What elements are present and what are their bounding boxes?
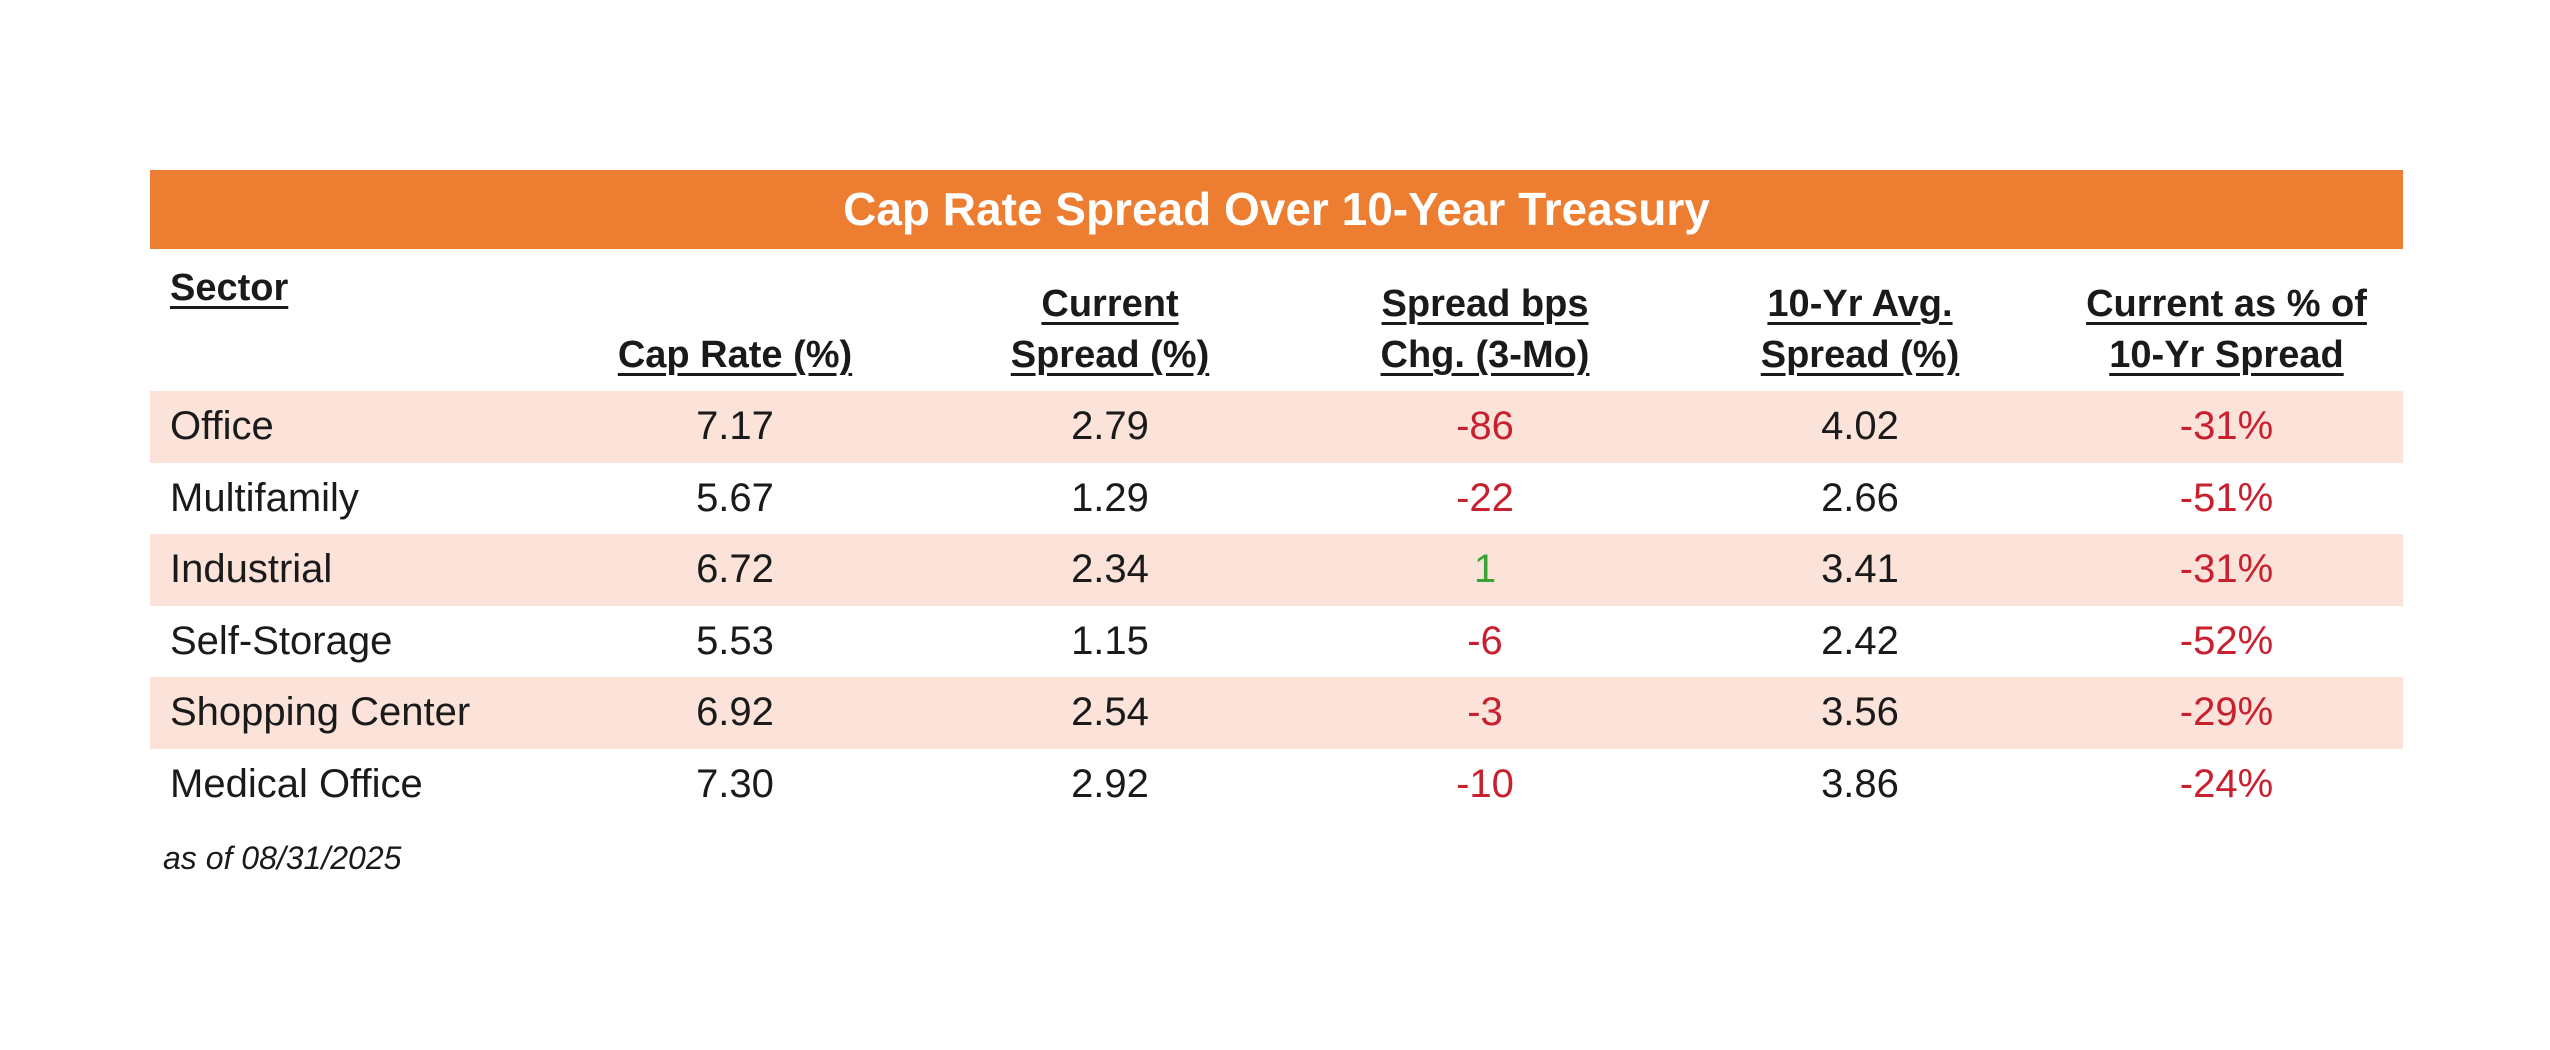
cell-pct-of-avg: -31% bbox=[2050, 534, 2403, 606]
cell-cap-rate: 5.53 bbox=[696, 618, 774, 663]
cell-avg-spread: 4.02 bbox=[1670, 391, 2050, 463]
cell-sector: Office bbox=[150, 391, 550, 463]
cell-pct-of-avg: -31% bbox=[2050, 391, 2403, 463]
cell-current-spread: 1.29 bbox=[1071, 475, 1149, 520]
cell-sector: Self-Storage bbox=[170, 618, 393, 663]
cell-spread-change: -22 bbox=[1456, 475, 1514, 520]
table-row: Multifamily 5.67 1.29 -22 2.66 -51% bbox=[150, 463, 2403, 535]
cell-avg-spread: 2.42 bbox=[1821, 618, 1899, 663]
cell-avg-spread: 2.66 bbox=[1821, 475, 1899, 520]
cell-cap-rate: 5.67 bbox=[696, 475, 774, 520]
cell-cap-rate: 7.17 bbox=[550, 391, 920, 463]
column-header-cap-rate: Cap Rate (%) bbox=[617, 334, 853, 376]
cell-pct-of-avg: -52% bbox=[2179, 618, 2274, 663]
cell-pct-of-avg: -24% bbox=[2179, 761, 2274, 806]
cell-pct-of-avg: -51% bbox=[2179, 475, 2274, 520]
column-header-current-spread: Current Spread (%) bbox=[1010, 283, 1210, 376]
column-header-spread-change: Spread bps Chg. (3-Mo) bbox=[1380, 283, 1590, 376]
table-title: Cap Rate Spread Over 10-Year Treasury bbox=[150, 170, 2403, 249]
footnote: as of 08/31/2025 bbox=[163, 840, 402, 876]
table-row: Medical Office 7.30 2.92 -10 3.86 -24% bbox=[150, 749, 2403, 821]
cap-rate-spread-table: Cap Rate Spread Over 10-Year Treasury Se… bbox=[150, 170, 2403, 820]
data-table: Sector Cap Rate (%) Current Spread (%) S… bbox=[150, 249, 2403, 820]
cell-spread-change: -86 bbox=[1300, 391, 1670, 463]
cell-cap-rate: 6.72 bbox=[550, 534, 920, 606]
cell-spread-change: 1 bbox=[1300, 534, 1670, 606]
cell-sector: Industrial bbox=[150, 534, 550, 606]
cell-avg-spread: 3.41 bbox=[1670, 534, 2050, 606]
cell-current-spread: 2.92 bbox=[1071, 761, 1149, 806]
cell-cap-rate: 6.92 bbox=[550, 677, 920, 749]
cell-avg-spread: 3.56 bbox=[1670, 677, 2050, 749]
table-row: Shopping Center 6.92 2.54 -3 3.56 -29% bbox=[150, 677, 2403, 749]
cell-current-spread: 2.54 bbox=[920, 677, 1300, 749]
cell-sector: Shopping Center bbox=[150, 677, 550, 749]
table-body: Office 7.17 2.79 -86 4.02 -31% Multifamily 5.67… bbox=[150, 391, 2403, 820]
cell-pct-of-avg: -29% bbox=[2050, 677, 2403, 749]
cell-avg-spread: 3.86 bbox=[1821, 761, 1899, 806]
cell-cap-rate: 7.30 bbox=[696, 761, 774, 806]
cell-spread-change: -10 bbox=[1456, 761, 1514, 806]
cell-current-spread: 2.79 bbox=[920, 391, 1300, 463]
table-row: Self-Storage 5.53 1.15 -6 2.42 -52% bbox=[150, 606, 2403, 678]
table-row: Office 7.17 2.79 -86 4.02 -31% bbox=[150, 391, 2403, 463]
cell-sector: Medical Office bbox=[170, 761, 423, 806]
cell-spread-change: -3 bbox=[1300, 677, 1670, 749]
column-header-avg-spread: 10-Yr Avg. Spread (%) bbox=[1760, 283, 1960, 376]
column-header-pct-of-avg: Current as % of 10-Yr Spread bbox=[2086, 283, 2367, 376]
cell-sector: Multifamily bbox=[170, 475, 359, 520]
header-row: Sector Cap Rate (%) Current Spread (%) S… bbox=[150, 249, 2403, 391]
cell-spread-change: -6 bbox=[1467, 618, 1503, 663]
cell-current-spread: 1.15 bbox=[1071, 618, 1149, 663]
cell-current-spread: 2.34 bbox=[920, 534, 1300, 606]
table-row: Industrial 6.72 2.34 1 3.41 -31% bbox=[150, 534, 2403, 606]
column-header-sector: Sector bbox=[170, 267, 289, 309]
